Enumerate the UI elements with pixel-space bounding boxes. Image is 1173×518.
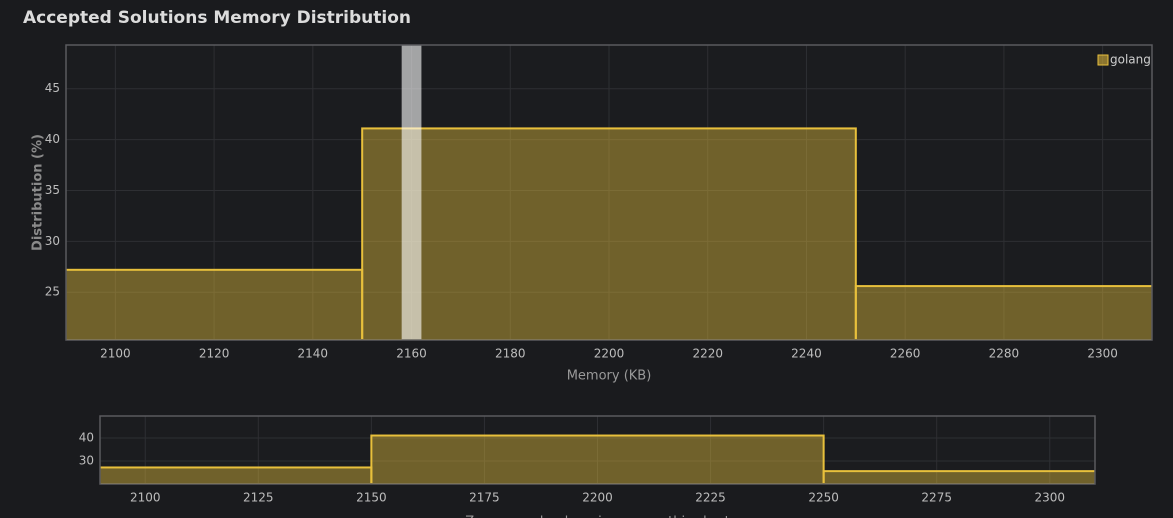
plot-clip [100, 434, 1095, 484]
x-tick-label: 2300 [1034, 491, 1065, 505]
histogram-bar [100, 466, 373, 484]
y-tick-label: 45 [45, 81, 60, 95]
x-tick-label: 2275 [921, 491, 952, 505]
y-tick-label: 30 [79, 454, 94, 468]
x-tick-label: 2160 [396, 347, 427, 361]
y-tick-label: 35 [45, 183, 60, 197]
page-title: Accepted Solutions Memory Distribution [23, 8, 411, 28]
highlight-band [401, 45, 422, 340]
legend-label: golang [1110, 53, 1151, 67]
histogram-bar [361, 127, 857, 340]
histogram-bar [66, 268, 364, 340]
x-tick-label: 2250 [808, 491, 839, 505]
y-axis-label: Distribution (%) [31, 134, 46, 251]
x-tick-label: 2280 [989, 347, 1020, 361]
x-tick-label: 2220 [692, 347, 723, 361]
x-tick-label: 2175 [469, 491, 500, 505]
x-tick-label: 2300 [1087, 347, 1118, 361]
y-tick-label: 40 [45, 132, 60, 146]
x-tick-label: 2140 [298, 347, 329, 361]
x-axis-label: Memory (KB) [567, 369, 652, 384]
x-tick-label: 2240 [791, 347, 822, 361]
caption: Zoom area by dragging across this chart [465, 515, 730, 518]
histogram-bar [822, 470, 1095, 484]
x-tick-label: 2100 [130, 491, 161, 505]
x-tick-label: 2100 [100, 347, 131, 361]
x-tick-label: 2200 [582, 491, 613, 505]
legend-swatch [1097, 54, 1109, 66]
x-tick-label: 2180 [495, 347, 526, 361]
x-tick-label: 2225 [695, 491, 726, 505]
x-tick-label: 2125 [243, 491, 274, 505]
x-tick-label: 2200 [594, 347, 625, 361]
x-tick-label: 2260 [890, 347, 921, 361]
histogram-bar [370, 434, 825, 484]
y-tick-label: 30 [45, 234, 60, 248]
histogram-bar [854, 285, 1152, 340]
plot-border [99, 415, 1096, 485]
y-tick-label: 25 [45, 285, 60, 299]
y-tick-label: 40 [79, 431, 94, 445]
plot-border [65, 44, 1153, 341]
x-tick-label: 2120 [199, 347, 230, 361]
x-tick-label: 2150 [356, 491, 387, 505]
